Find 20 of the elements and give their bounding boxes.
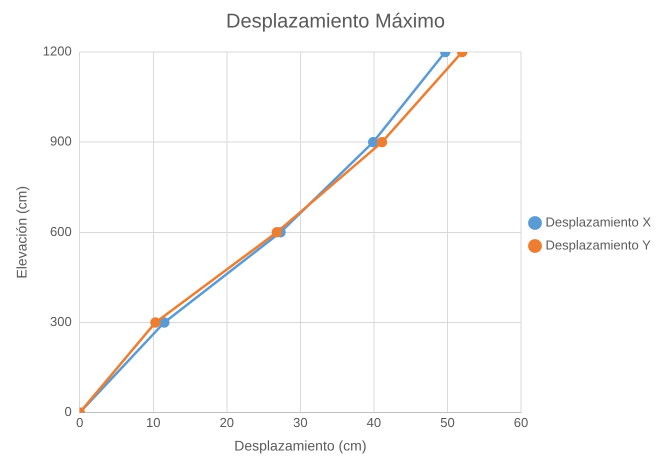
y-tick-label: 0 bbox=[64, 404, 72, 420]
point bbox=[159, 317, 170, 328]
x-tick-label: 50 bbox=[440, 414, 455, 430]
chart-title: Desplazamiento Máximo bbox=[226, 10, 445, 33]
legend-label: Desplazamiento Y bbox=[546, 238, 652, 253]
y-tick-label: 900 bbox=[50, 134, 72, 149]
x-tick-label: 30 bbox=[293, 414, 308, 430]
x-tick-label: 40 bbox=[366, 414, 382, 430]
y-tick-label: 300 bbox=[50, 314, 72, 330]
y-tick-label: 600 bbox=[50, 224, 72, 239]
point bbox=[150, 317, 161, 328]
legend-label: Desplazamiento X bbox=[546, 214, 652, 230]
x-tick-label: 20 bbox=[220, 414, 234, 430]
x-tick-label: 0 bbox=[76, 414, 84, 430]
y-tick-label: 1200 bbox=[42, 44, 72, 59]
x-axis-title: Desplazamiento (cm) bbox=[234, 437, 366, 454]
x-tick-label: 60 bbox=[514, 414, 528, 430]
y-axis-title: Elevación (cm) bbox=[13, 186, 30, 279]
x-tick-label: 10 bbox=[146, 414, 160, 430]
point bbox=[272, 227, 282, 238]
